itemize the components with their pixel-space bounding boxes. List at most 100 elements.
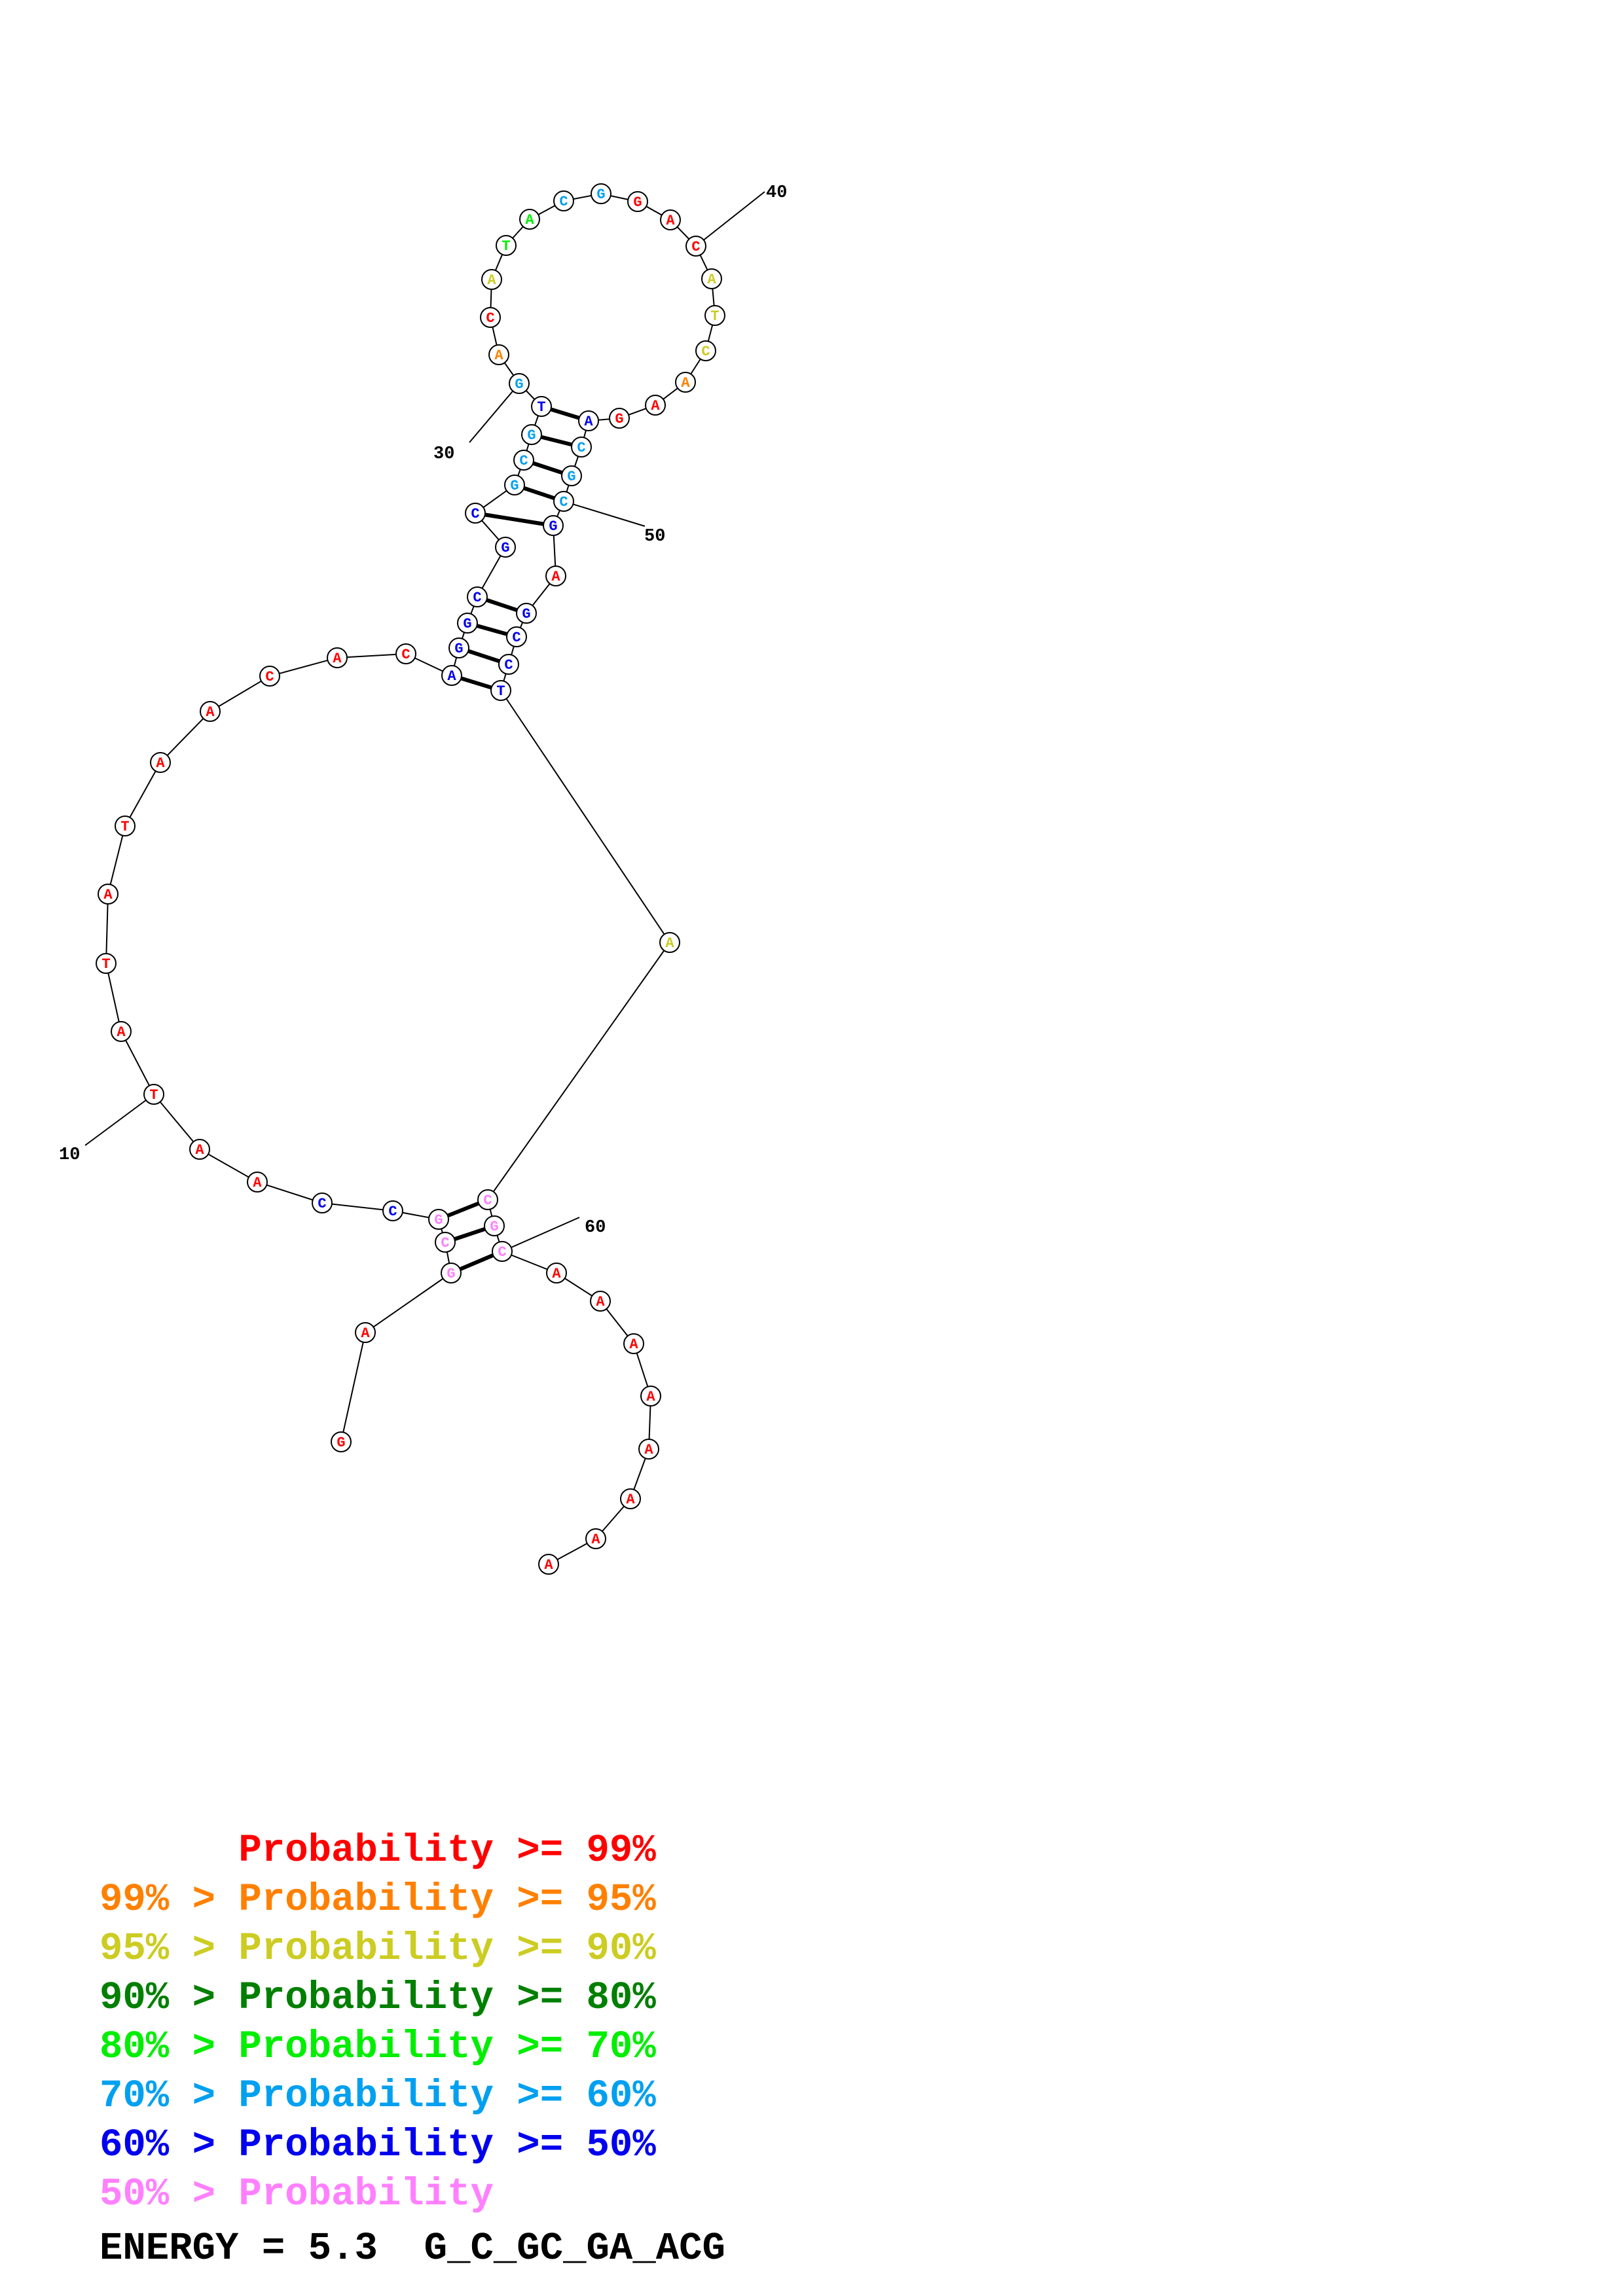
nucleotide-circle xyxy=(509,373,530,394)
nucleotide-circle xyxy=(498,654,519,675)
nucleotide: T xyxy=(143,1084,164,1105)
nucleotide-base-label: A xyxy=(707,272,716,288)
nucleotide-circle xyxy=(355,1322,376,1343)
nucleotide-circle xyxy=(519,209,540,230)
nucleotide-circle xyxy=(685,236,706,257)
nucleotide-base-label: A xyxy=(447,668,456,685)
nucleotide: A xyxy=(481,269,502,290)
nucleotide-base-label: G xyxy=(454,641,463,657)
nucleotide: A xyxy=(327,647,348,668)
nucleotide: T xyxy=(531,396,552,417)
nucleotide-circle xyxy=(484,1215,505,1236)
nucleotide-circle xyxy=(521,424,542,445)
nucleotide-base-label: A xyxy=(626,1492,635,1508)
nucleotide-base-label: A xyxy=(629,1336,638,1353)
nucleotide: A xyxy=(701,268,722,289)
nucleotide-base-label: G xyxy=(567,469,575,485)
nucleotide-circle xyxy=(259,666,280,687)
nucleotide-base-label: A xyxy=(253,1175,262,1191)
nucleotide: A xyxy=(640,1386,661,1407)
nucleotide-base-label: A xyxy=(333,651,342,667)
nucleotide-circle xyxy=(546,1263,567,1283)
nucleotide-base-label: A xyxy=(487,272,496,289)
nucleotide-base-label: T xyxy=(101,956,110,973)
position-label: 10 xyxy=(59,1145,80,1165)
nucleotide: C xyxy=(395,643,416,664)
nucleotide-base-label: G xyxy=(490,1219,498,1235)
nucleotide-circle xyxy=(640,1386,661,1407)
nucleotide-base-label: T xyxy=(501,238,510,255)
nucleotide-circle xyxy=(506,626,527,647)
nucleotide: G xyxy=(509,373,530,394)
nucleotide-base-label: C xyxy=(265,669,274,685)
nucleotide-circle xyxy=(96,953,117,974)
backbone-lines xyxy=(105,192,716,1565)
nucleotide-circle xyxy=(477,1189,498,1210)
nucleotide: A xyxy=(538,1554,559,1575)
nucleotide-circle xyxy=(627,191,648,212)
nucleotide: G xyxy=(448,637,469,658)
nucleotide-base-label: G xyxy=(633,194,642,211)
nucleotide-circle xyxy=(143,1084,164,1105)
nucleotide-base-label: C xyxy=(473,590,481,606)
position-tick xyxy=(501,1217,580,1252)
nucleotide-circle xyxy=(516,603,537,624)
nucleotide-base-label: G xyxy=(434,1212,443,1229)
nucleotide-circle xyxy=(704,305,725,326)
nucleotide-base-label: A xyxy=(195,1142,204,1158)
nucleotide: A xyxy=(645,395,666,416)
nucleotide-base-label: G xyxy=(463,616,471,632)
nucleotide: T xyxy=(496,235,517,256)
nucleotide-base-label: C xyxy=(388,1204,397,1220)
nucleotide-circle xyxy=(189,1139,210,1160)
nucleotide: A xyxy=(545,565,566,586)
nucleotide-base-label: C xyxy=(691,239,700,255)
nucleotide-base-label: A xyxy=(651,398,660,414)
nucleotide-base-label: A xyxy=(552,1266,561,1282)
nucleotide-base-label: A xyxy=(666,213,675,229)
nucleotide: C xyxy=(435,1232,456,1253)
nucleotide-base-label: A xyxy=(596,1294,605,1310)
nucleotide: G xyxy=(504,475,525,495)
nucleotide-base-label: A xyxy=(103,887,113,903)
legend-entry: 50% > Probability xyxy=(100,2172,494,2216)
nucleotide-base-label: A xyxy=(117,1024,126,1041)
nucleotide-base-label: A xyxy=(206,704,215,721)
nucleotide-base-label: C xyxy=(486,310,494,327)
backbone-line xyxy=(105,192,716,1565)
nucleotide: A xyxy=(585,1528,606,1549)
nucleotide-circle xyxy=(701,268,722,289)
nucleotide: G xyxy=(331,1431,352,1452)
nucleotide-base-label: C xyxy=(519,453,528,469)
nucleotide-circle xyxy=(620,1488,641,1509)
nucleotide-circle xyxy=(660,209,681,230)
nucleotide-base-label: C xyxy=(512,630,520,646)
nucleotide-base-label: G xyxy=(615,411,623,427)
nucleotide: G xyxy=(627,191,648,212)
position-tick xyxy=(563,501,646,527)
nucleotide-circle xyxy=(543,515,564,536)
nucleotide-base-label: A xyxy=(644,1442,653,1458)
nucleotide-base-label: T xyxy=(537,399,545,416)
nucleotide-base-label: C xyxy=(701,344,710,360)
nucleotide-circle xyxy=(638,1439,659,1460)
nucleotide-circle xyxy=(623,1333,644,1354)
nucleotide-circle xyxy=(435,1232,456,1253)
nucleotide-base-label: C xyxy=(559,194,568,210)
nucleotide-circle xyxy=(247,1172,268,1193)
nucleotide-base-label: C xyxy=(577,440,585,456)
nucleotide: C xyxy=(685,236,706,257)
position-label: 60 xyxy=(585,1218,606,1238)
nucleotide: A xyxy=(590,1291,611,1312)
nucleotide-base-label: G xyxy=(337,1435,345,1451)
nucleotide: A xyxy=(659,932,680,953)
nucleotide: A xyxy=(247,1172,268,1193)
nucleotide-circle xyxy=(495,537,516,558)
nucleotide-circle xyxy=(480,307,501,328)
legend-entry: 99% > Probability >= 95% xyxy=(100,1878,656,1922)
nucleotide-circle xyxy=(578,410,599,431)
nucleotide-base-label: T xyxy=(710,308,719,325)
nucleotide-circle xyxy=(695,340,716,361)
nucleotide-circle xyxy=(545,565,566,586)
